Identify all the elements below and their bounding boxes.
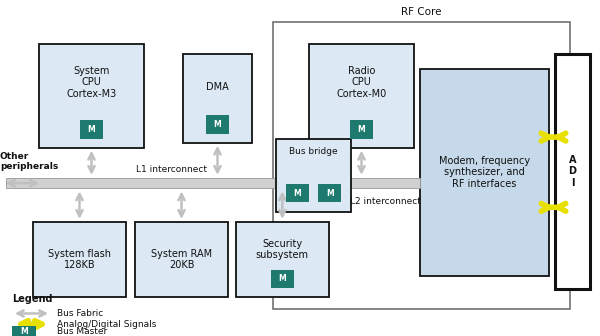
- Text: M: M: [88, 125, 95, 134]
- Text: Legend: Legend: [12, 294, 53, 304]
- Text: Bus Master: Bus Master: [57, 327, 107, 336]
- Text: Other
peripherals: Other peripherals: [0, 152, 58, 171]
- Text: M: M: [278, 275, 286, 283]
- Text: Modem, frequency
synthesizer, and
RF interfaces: Modem, frequency synthesizer, and RF int…: [439, 156, 530, 189]
- Bar: [39, 44, 144, 148]
- Text: M: M: [20, 327, 28, 336]
- Text: M: M: [326, 189, 334, 198]
- Text: System
CPU
Cortex-M3: System CPU Cortex-M3: [67, 66, 116, 99]
- Text: RF Core: RF Core: [401, 7, 442, 17]
- Text: System flash
128KB: System flash 128KB: [48, 249, 111, 270]
- Bar: [273, 22, 570, 309]
- Bar: [276, 139, 351, 212]
- Text: M: M: [214, 120, 221, 129]
- Bar: [318, 184, 341, 202]
- Text: M: M: [358, 125, 365, 134]
- Text: Bus bridge: Bus bridge: [289, 147, 338, 156]
- Bar: [135, 222, 228, 297]
- Bar: [12, 326, 36, 336]
- Bar: [351, 178, 420, 188]
- Bar: [33, 222, 126, 297]
- Bar: [206, 115, 229, 134]
- Bar: [236, 222, 329, 297]
- Text: System RAM
20KB: System RAM 20KB: [151, 249, 212, 270]
- Text: DMA: DMA: [206, 82, 229, 91]
- Bar: [555, 54, 590, 289]
- Bar: [183, 54, 252, 143]
- Bar: [350, 120, 373, 138]
- Bar: [80, 120, 103, 138]
- Text: Bus Fabric: Bus Fabric: [57, 309, 103, 318]
- Text: L1 interconnect: L1 interconnect: [136, 165, 206, 174]
- Text: Radio
CPU
Cortex-M0: Radio CPU Cortex-M0: [337, 66, 386, 99]
- Text: Security
subsystem: Security subsystem: [256, 239, 309, 260]
- Text: A
D
I: A D I: [568, 155, 577, 188]
- Bar: [6, 178, 276, 188]
- Text: M: M: [293, 189, 301, 198]
- Bar: [286, 184, 309, 202]
- Bar: [271, 269, 294, 288]
- Text: Analog/Digital Signals: Analog/Digital Signals: [57, 320, 157, 329]
- Bar: [420, 69, 549, 276]
- Bar: [309, 44, 414, 148]
- Text: L2 interconnect: L2 interconnect: [350, 197, 421, 206]
